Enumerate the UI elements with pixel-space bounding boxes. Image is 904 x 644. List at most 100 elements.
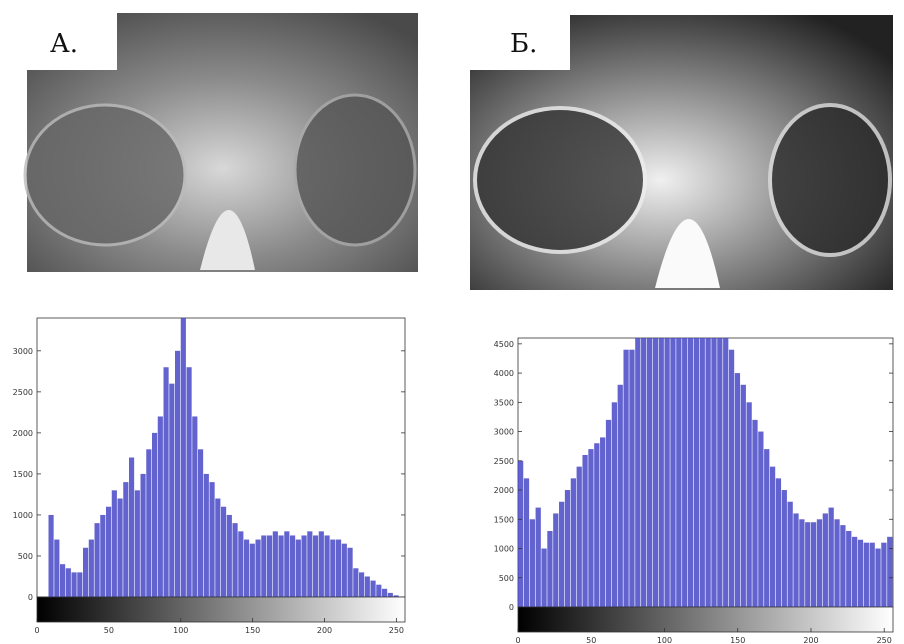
bar [529,519,535,607]
bar [307,531,313,597]
bar [284,531,290,597]
bar [810,522,817,607]
colorbar [517,606,894,633]
bar [547,530,553,607]
bar [175,350,181,597]
bar [840,525,846,607]
bar [364,576,370,597]
bar [705,338,711,607]
bar [255,539,261,597]
bar [834,519,840,607]
bar [799,519,805,607]
bar [869,542,875,607]
y-tick-label: 2500 [494,457,514,466]
bar [106,506,112,597]
bar [215,498,221,597]
y-tick-label: 0 [28,593,33,602]
bar [261,535,267,597]
bar [249,543,255,597]
bar [336,539,342,597]
y-tick-label: 2000 [494,486,514,495]
bar [687,338,694,607]
bar [746,402,752,607]
bar [60,564,66,597]
bar [318,531,324,597]
bar [267,535,273,597]
bar [553,513,559,607]
bar [793,513,799,607]
x-tick-label: 250 [877,636,892,644]
y-tick-label: 3500 [494,398,514,407]
bar [881,542,887,607]
bar [290,535,296,597]
bar [232,523,238,597]
bar [221,506,227,597]
bar [48,514,54,597]
bar [816,519,823,607]
bar [209,482,215,597]
bar [851,536,858,607]
bar [623,349,629,607]
bar [117,498,123,597]
bar [805,522,811,607]
y-tick-label: 3000 [13,347,33,356]
y-tick-label: 500 [18,552,33,561]
bar [140,473,146,597]
y-tick-label: 500 [499,574,514,583]
bar [576,466,582,607]
bar [646,338,653,607]
bar [203,473,209,597]
bar [278,535,284,597]
panel-label: Б. [510,29,537,59]
bar [676,338,682,607]
bar [77,572,83,597]
y-tick-label: 1500 [494,515,514,524]
bar [163,367,169,597]
bar [588,449,594,607]
bar [370,580,376,597]
bar [740,384,746,607]
bar [717,338,723,607]
colorbar [36,596,406,623]
bar [570,478,576,607]
bar [88,539,94,597]
x-tick-label: 100 [657,636,672,644]
bar [641,338,647,607]
bar [359,572,365,597]
bar [828,507,834,607]
x-tick-label: 200 [803,636,818,644]
bar [100,514,106,597]
bar [617,384,623,607]
bar [822,513,828,607]
y-tick-label: 2000 [13,429,33,438]
bar [94,523,100,597]
bar [341,543,347,597]
bar [54,539,60,597]
bar [781,490,787,607]
bar [71,572,77,597]
bar [559,501,565,607]
bar [670,338,676,607]
x-tick-label: 200 [317,626,332,635]
bar [518,460,524,607]
bar [313,535,319,597]
xray-b: Б. [470,15,893,290]
bar [764,449,770,607]
bar [238,531,244,597]
bar [244,539,250,597]
bar [324,535,330,597]
bar [186,367,192,597]
bar [682,338,688,607]
y-tick-label: 1000 [494,545,514,554]
x-tick-label: 0 [34,626,39,635]
bar [301,535,307,597]
bar [693,338,700,607]
bar [723,338,729,607]
bar [123,482,129,597]
bar [734,373,741,607]
bar [658,338,664,607]
bar [728,349,735,607]
bar [711,338,717,607]
bar [635,338,641,607]
